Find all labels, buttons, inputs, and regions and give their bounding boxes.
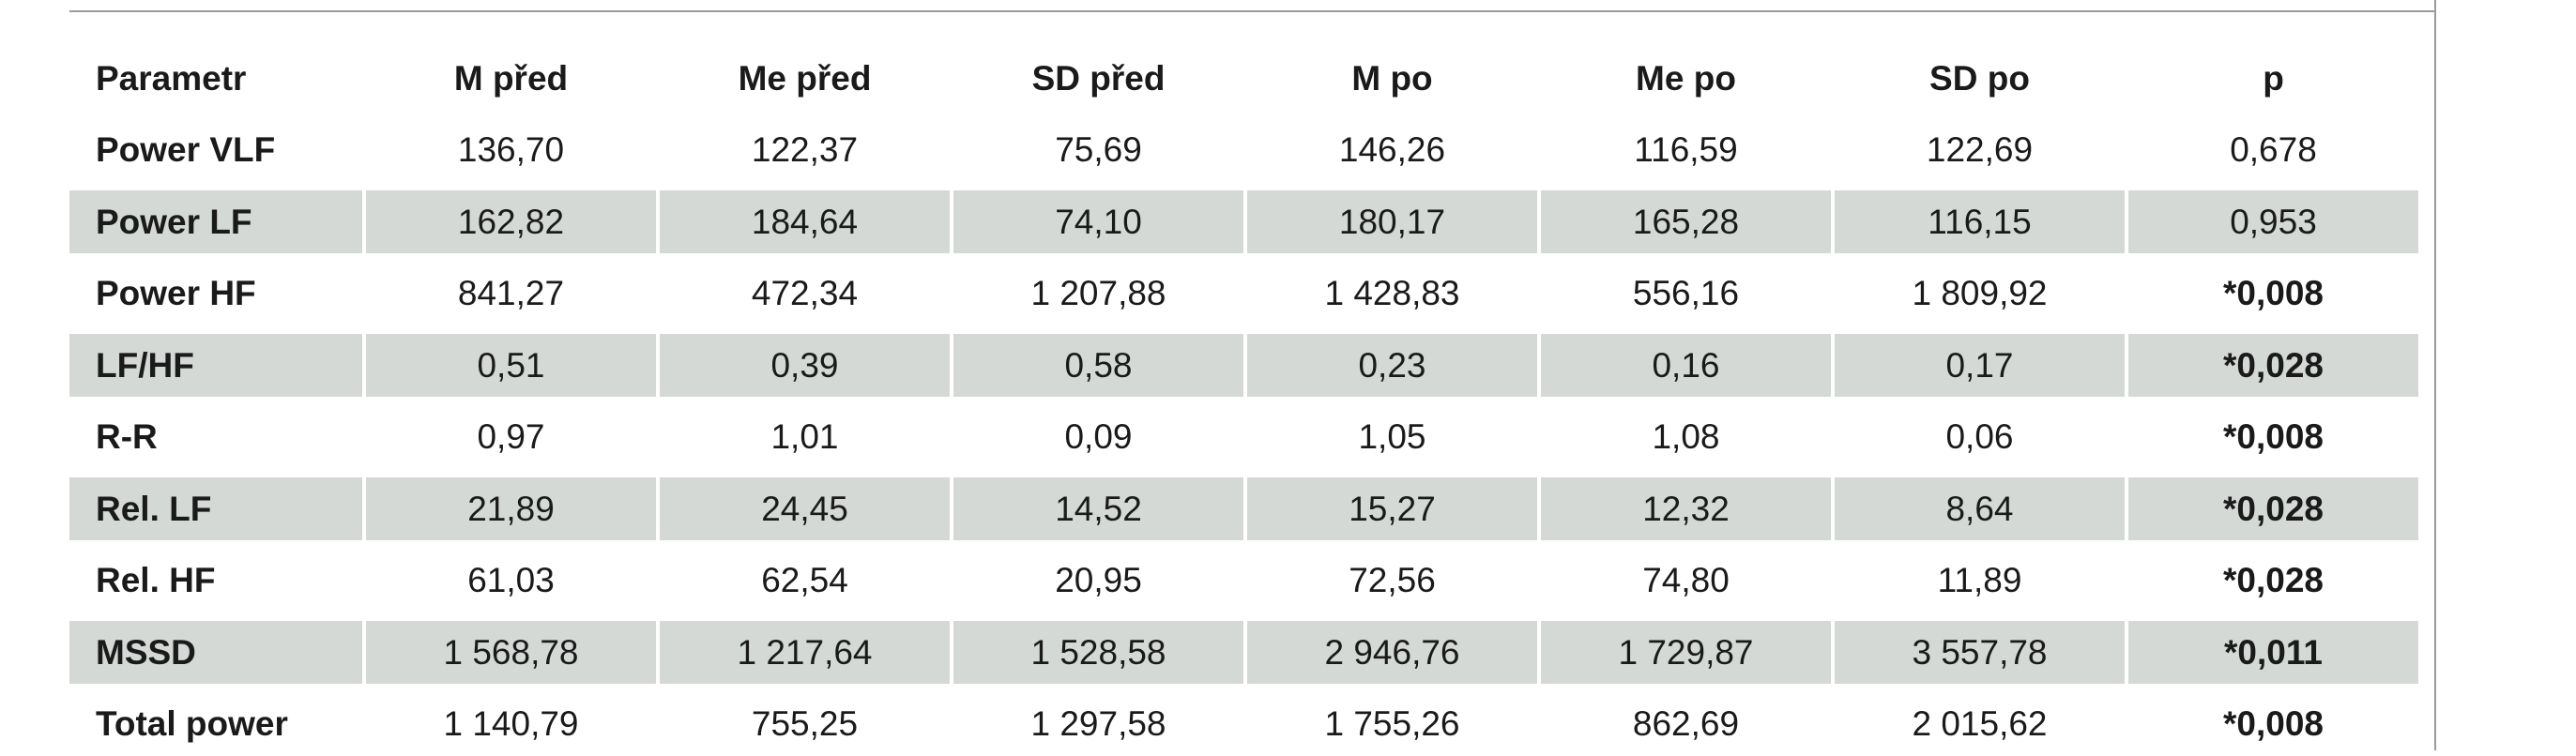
data-cell: *0,011	[2128, 621, 2418, 684]
data-cell: 116,15	[1835, 190, 2125, 253]
row-label: Total power	[96, 704, 288, 743]
row-label: R-R	[96, 417, 158, 456]
data-cell: 8,64	[1835, 477, 2125, 540]
data-cell: 116,59	[1634, 130, 1738, 169]
data-cell: 1 297,58	[1030, 704, 1166, 743]
row-label: Power VLF	[96, 130, 276, 169]
data-cell: 165,28	[1541, 190, 1831, 253]
data-cell: 136,70	[457, 130, 565, 169]
data-cell: 1 729,87	[1541, 621, 1831, 684]
data-cell: 0,51	[366, 334, 656, 397]
data-cell: 122,37	[751, 130, 859, 169]
row-label: Rel. HF	[96, 561, 216, 599]
data-cell: 20,95	[1055, 561, 1142, 599]
data-cell: 0,06	[1945, 417, 2014, 456]
data-cell: 24,45	[660, 477, 950, 540]
header-cell: p	[2263, 58, 2284, 98]
data-cell: *0,008	[2223, 704, 2324, 743]
data-cell: 62,54	[761, 561, 848, 599]
data-cell: 0,953	[2128, 190, 2418, 253]
header-cell: SD po	[1929, 58, 2030, 98]
data-cell: 184,64	[660, 190, 950, 253]
row-label: Power HF	[96, 274, 256, 312]
row-label: MSSD	[69, 621, 362, 684]
header-cell: Me po	[1636, 58, 1736, 98]
data-cell: 0,09	[1064, 417, 1133, 456]
data-cell: 2 946,76	[1247, 621, 1537, 684]
data-cell: 1,01	[770, 417, 839, 456]
data-cell: *0,028	[2128, 477, 2418, 540]
top-rule	[69, 10, 2436, 12]
data-cell: 755,25	[751, 704, 859, 743]
data-cell: 841,27	[457, 274, 565, 312]
header-cell: SD před	[1031, 58, 1166, 98]
data-cell: 12,32	[1541, 477, 1831, 540]
data-cell: 0,678	[2230, 130, 2317, 169]
row-label: LF/HF	[69, 334, 362, 397]
data-cell: 472,34	[751, 274, 859, 312]
data-cell: 3 557,78	[1835, 621, 2125, 684]
header-cell: Parametr	[96, 58, 247, 98]
data-cell: 0,39	[660, 334, 950, 397]
row-label: Power LF	[69, 190, 362, 253]
data-cell: 1 140,79	[443, 704, 579, 743]
header-cell: M před	[453, 58, 569, 98]
data-cell: 14,52	[953, 477, 1243, 540]
data-cell: 1 528,58	[953, 621, 1243, 684]
data-cell: 122,69	[1926, 130, 2034, 169]
data-cell: 862,69	[1632, 704, 1740, 743]
data-cell: 21,89	[366, 477, 656, 540]
data-cell: 1 207,88	[1030, 274, 1166, 312]
data-cell: 2 015,62	[1912, 704, 2048, 743]
data-cell: 1,05	[1358, 417, 1426, 456]
data-cell: 0,16	[1541, 334, 1831, 397]
data-cell: 180,17	[1247, 190, 1537, 253]
data-cell: 15,27	[1247, 477, 1537, 540]
data-cell: 75,69	[1055, 130, 1142, 169]
data-cell: 74,80	[1642, 561, 1730, 599]
data-cell: 1 755,26	[1324, 704, 1460, 743]
data-cell: 0,17	[1835, 334, 2125, 397]
data-cell: 0,23	[1247, 334, 1537, 397]
data-cell: *0,028	[2223, 561, 2324, 599]
data-cell: 11,89	[1937, 561, 2022, 599]
data-cell: 1,08	[1652, 417, 1720, 456]
header-cell: Me před	[738, 58, 872, 98]
data-cell: 1 217,64	[660, 621, 950, 684]
data-cell: 61,03	[467, 561, 555, 599]
data-cell: 1 568,78	[366, 621, 656, 684]
row-label: Rel. LF	[69, 477, 362, 540]
data-cell: *0,008	[2223, 417, 2324, 456]
data-cell: *0,008	[2223, 274, 2324, 312]
data-cell: 0,58	[953, 334, 1243, 397]
header-cell: M po	[1351, 58, 1433, 98]
data-cell: 74,10	[953, 190, 1243, 253]
data-cell: 556,16	[1632, 274, 1740, 312]
data-cell: 1 809,92	[1912, 274, 2048, 312]
data-cell: 72,56	[1349, 561, 1436, 599]
data-cell: *0,028	[2128, 334, 2418, 397]
data-cell: 162,82	[366, 190, 656, 253]
right-rule	[2434, 0, 2436, 750]
data-cell: 1 428,83	[1324, 274, 1460, 312]
data-cell: 0,97	[477, 417, 545, 456]
data-cell: 146,26	[1338, 130, 1446, 169]
